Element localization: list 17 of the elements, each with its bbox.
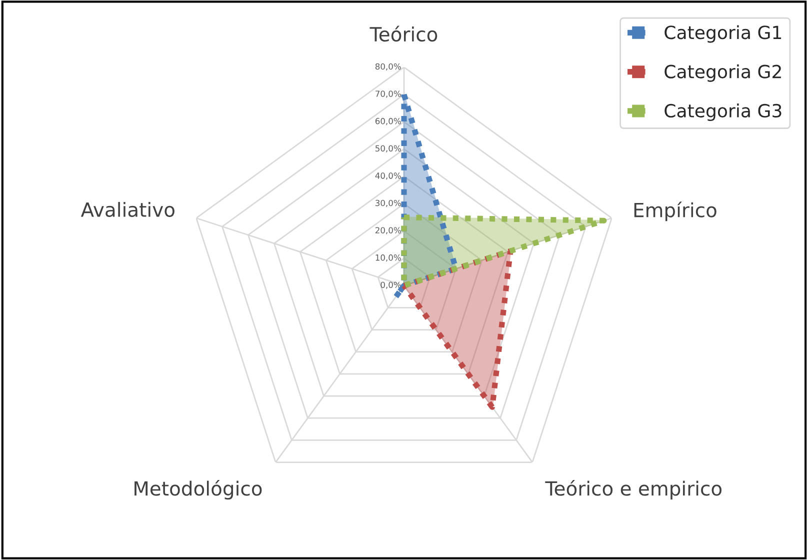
y-tick-label: 80,0% xyxy=(375,63,401,70)
spoke-label: Avaliativo xyxy=(80,202,174,218)
y-tick-label: 10,0% xyxy=(376,254,401,262)
y-tick-label: 50,0% xyxy=(376,145,401,152)
spoke-label: Teórico e empirico xyxy=(545,480,722,500)
spoke-label: Empírico xyxy=(634,202,716,222)
y-tick-label: 0,0% xyxy=(380,282,401,289)
y-tick-label: 40,0% xyxy=(375,172,401,180)
legend-label: Categoria G2 xyxy=(664,64,781,82)
legend-label: Categoria G3 xyxy=(664,104,782,122)
legend-label: Categoria G1 xyxy=(664,25,782,43)
y-tick-label: 20,0% xyxy=(375,227,401,234)
y-tick-label: 60,0% xyxy=(375,118,401,126)
spoke-label: Metodológico xyxy=(134,480,262,500)
y-tick-label: 30,0% xyxy=(376,200,401,207)
spoke-label: Teórico xyxy=(370,26,438,42)
y-tick-label: 70,0% xyxy=(376,90,401,98)
